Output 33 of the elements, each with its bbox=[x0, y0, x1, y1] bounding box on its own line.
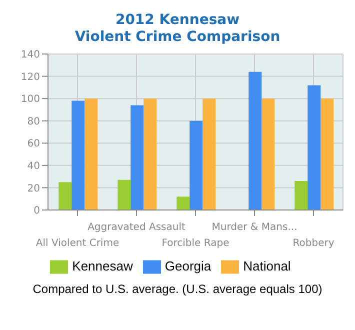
bar bbox=[176, 196, 190, 210]
y-tick-label: 60 bbox=[27, 138, 40, 150]
chart-subtitle: Violent Crime Comparison bbox=[74, 29, 282, 46]
x-tick-label: Robbery bbox=[292, 238, 334, 249]
x-tick-label: Forcible Rape bbox=[162, 238, 230, 249]
bar bbox=[190, 120, 203, 210]
legend-label: Kennesaw bbox=[72, 258, 133, 274]
legend-label: Georgia bbox=[164, 258, 212, 274]
bar bbox=[130, 105, 144, 210]
legend-label: National bbox=[243, 258, 291, 274]
x-tick-label: Murder & Mans... bbox=[212, 222, 298, 233]
bar bbox=[248, 72, 262, 210]
bar bbox=[144, 98, 157, 210]
bar bbox=[202, 98, 216, 210]
bar bbox=[262, 98, 275, 210]
y-tick-label: 80 bbox=[27, 116, 40, 128]
bar bbox=[308, 85, 321, 210]
y-tick-label: 20 bbox=[27, 183, 40, 194]
chart-title: 2012 Kennesaw bbox=[114, 12, 241, 29]
bar bbox=[58, 182, 72, 210]
text: Compared to U.S. average. (U.S. average equals 100) bbox=[32, 282, 324, 296]
y-tick-label: 120 bbox=[20, 72, 40, 83]
y-tick-label: 0 bbox=[34, 206, 40, 217]
x-tick-label: Aggravated Assault bbox=[88, 222, 186, 233]
y-tick-label: 100 bbox=[20, 94, 40, 106]
bar bbox=[84, 98, 98, 210]
x-tick-label: All Violent Crime bbox=[36, 238, 120, 249]
y-tick-label: 40 bbox=[27, 160, 40, 172]
bar bbox=[294, 181, 308, 210]
bar bbox=[72, 100, 85, 210]
bar bbox=[320, 98, 334, 210]
bar bbox=[118, 180, 131, 210]
y-tick-label: 140 bbox=[20, 50, 40, 61]
